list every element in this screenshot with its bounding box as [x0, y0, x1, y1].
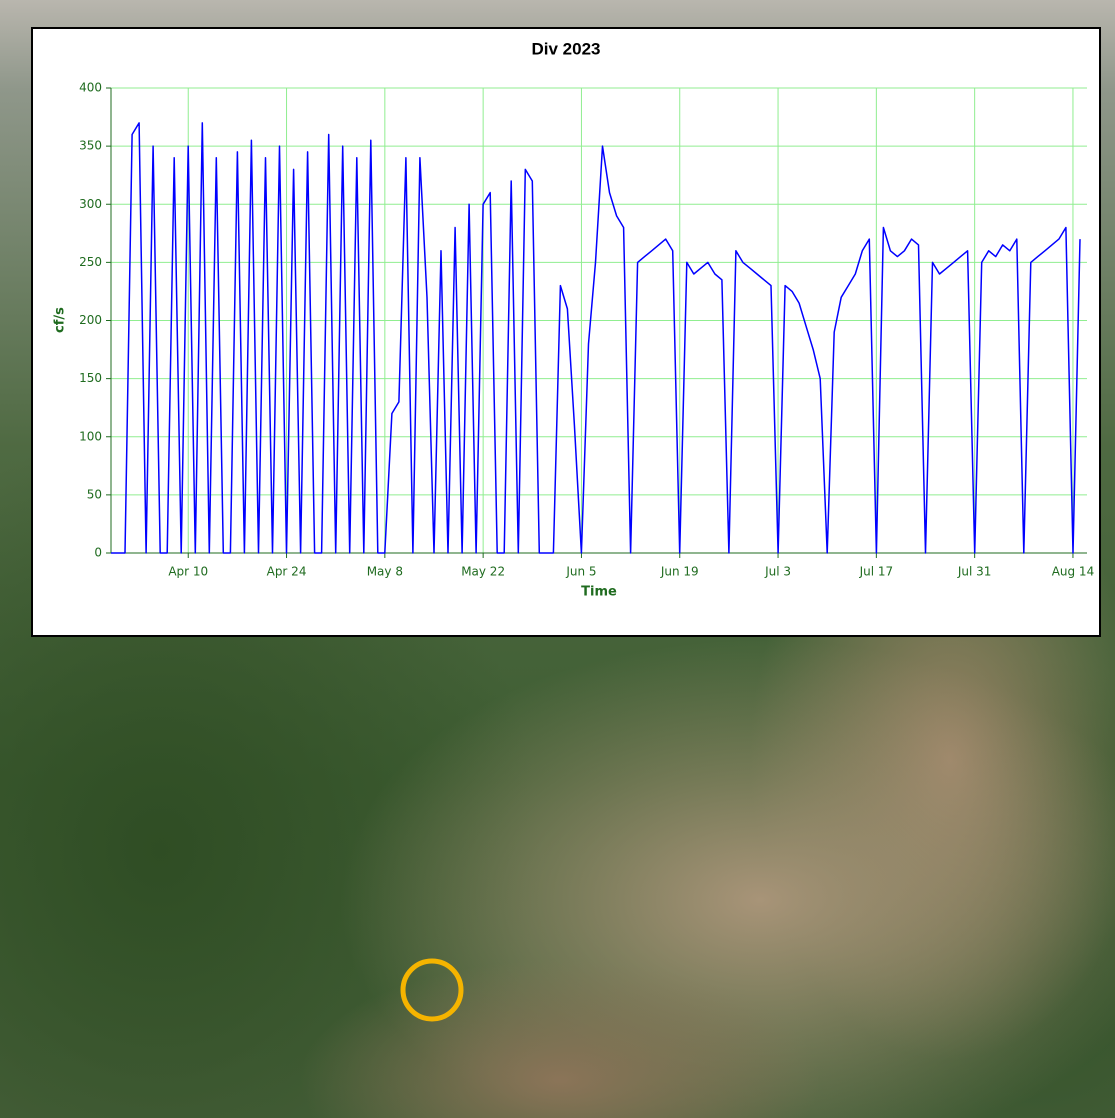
x-tick-label: Jul 31	[957, 565, 992, 579]
x-axis-label: Time	[581, 585, 617, 600]
x-tick-label: Apr 24	[267, 565, 307, 579]
y-tick-label: 300	[79, 197, 102, 211]
data-line	[111, 122, 1081, 554]
y-tick-label: 0	[94, 546, 102, 560]
y-tick-label: 200	[79, 313, 102, 327]
y-tick-label: 50	[87, 487, 102, 501]
y-tick-label: 350	[79, 139, 102, 153]
y-axis-label: cf/s	[53, 307, 68, 333]
x-tick-label: May 8	[367, 565, 403, 579]
y-tick-label: 150	[79, 371, 102, 385]
x-tick-label: Jun 5	[565, 565, 596, 579]
x-tick-label: Jul 17	[859, 565, 894, 579]
y-tick-label: 250	[79, 255, 102, 269]
location-marker	[400, 958, 464, 1022]
x-tick-label: Jul 3	[764, 565, 791, 579]
x-tick-label: Aug 14	[1052, 565, 1095, 579]
y-tick-label: 100	[79, 429, 102, 443]
chart-title: Div 2023	[532, 39, 601, 58]
x-tick-label: May 22	[461, 565, 505, 579]
chart-panel	[31, 27, 1101, 637]
x-tick-label: Apr 10	[168, 565, 208, 579]
y-tick-label: 400	[79, 81, 102, 95]
x-tick-label: Jun 19	[660, 565, 699, 579]
plot-area: 0 50 100 150 200 250 300 350 400 Apr 10 Apr 24 May …	[79, 81, 1094, 579]
